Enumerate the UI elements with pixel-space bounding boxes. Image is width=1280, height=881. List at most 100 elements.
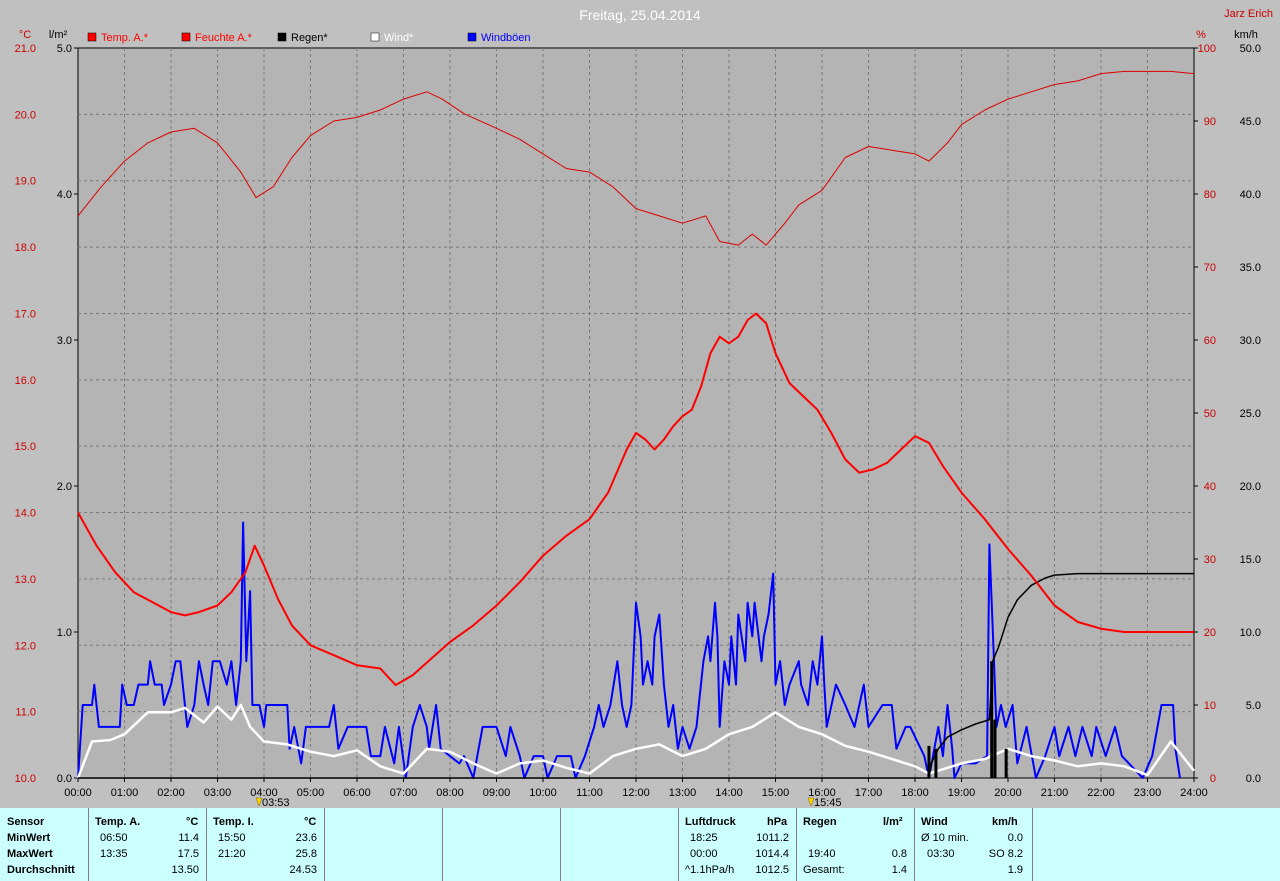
chart-title: Freitag, 25.04.2014 xyxy=(579,7,701,23)
humidity-tick-label: 60 xyxy=(1204,335,1216,347)
x-tick-label: 02:00 xyxy=(157,787,185,799)
legend-swatch xyxy=(467,32,477,42)
x-tick-label: 16:00 xyxy=(808,787,836,799)
temp-tick-label: 10.0 xyxy=(15,773,36,785)
wind-tick-label: 50.0 xyxy=(1240,43,1261,55)
x-tick-label: 22:00 xyxy=(1087,787,1115,799)
temp-tick-label: 20.0 xyxy=(15,109,36,121)
x-tick-label: 06:00 xyxy=(343,787,371,799)
temp-a-header: Temp. A. xyxy=(95,816,141,828)
x-tick-label: 07:00 xyxy=(390,787,418,799)
rain-tick-label: 3.0 xyxy=(57,335,72,347)
legend-swatch xyxy=(181,32,191,42)
x-tick-label: 24:00 xyxy=(1180,787,1208,799)
temp-tick-label: 19.0 xyxy=(15,176,36,188)
wind-tick-label: 35.0 xyxy=(1240,262,1261,274)
humidity-tick-label: 10 xyxy=(1204,700,1216,712)
temp-a-min-time: 06:50 xyxy=(100,832,128,844)
pressure-header: Luftdruck xyxy=(685,816,736,828)
temp-i-max-time: 21:20 xyxy=(218,848,246,860)
sunset-time: 15:45 xyxy=(814,797,842,808)
wind-min-label: Ø 10 min. xyxy=(921,832,969,844)
grid-lines xyxy=(78,48,1194,778)
rain-tick-label: 2.0 xyxy=(57,481,72,493)
pressure-avg-value: 1012.5 xyxy=(755,864,789,876)
temp-unit-label: °C xyxy=(19,29,31,41)
humidity-tick-label: 80 xyxy=(1204,189,1216,201)
temp-axis: 10.0 11.0 12.0 13.0 14.0 15.0 16.0 17.0 18.0 19.0… xyxy=(15,43,36,785)
x-tick-label: 01:00 xyxy=(111,787,139,799)
sunset-marker: 15:45 xyxy=(807,797,842,808)
temp-tick-label: 11.0 xyxy=(15,707,36,719)
rain-tick-label: 4.0 xyxy=(57,189,72,201)
x-tick-label: 15:00 xyxy=(762,787,790,799)
temp-tick-label: 15.0 xyxy=(15,441,36,453)
temp-i-unit: °C xyxy=(304,816,317,828)
rain-total-value: 1.4 xyxy=(891,864,907,876)
statistics-panel: Sensor MinWert MaxWert Durchschnitt Temp… xyxy=(0,808,1280,881)
row-avg-label: Durchschnitt xyxy=(7,864,75,876)
temp-i-header: Temp. I. xyxy=(213,816,254,828)
wind-max-time: 03:30 xyxy=(927,848,955,860)
wind-tick-label: 20.0 xyxy=(1240,481,1261,493)
x-tick-label: 08:00 xyxy=(436,787,464,799)
temp-tick-label: 16.0 xyxy=(15,375,36,387)
series-line-temp-a xyxy=(77,312,1194,687)
legend-swatch xyxy=(370,32,380,42)
sunrise-time: 03:53 xyxy=(262,797,290,808)
x-tick-label: 19:00 xyxy=(948,787,976,799)
sunrise-icon xyxy=(255,797,263,807)
x-tick-label: 04:00 xyxy=(250,787,278,799)
rain-unit: l/m² xyxy=(883,816,903,828)
wind-tick-label: 30.0 xyxy=(1240,335,1261,347)
rain-tick-label: 5.0 xyxy=(57,43,72,55)
temp-tick-label: 17.0 xyxy=(15,308,36,320)
legend-swatch xyxy=(87,32,97,42)
x-tick-label: 10:00 xyxy=(529,787,557,799)
legend-swatch xyxy=(277,32,287,42)
x-tick-label: 13:00 xyxy=(669,787,697,799)
series-line-feuchte-a xyxy=(77,70,1195,246)
legend-label: Feuchte A.* xyxy=(195,32,253,44)
pressure-max-time: 00:00 xyxy=(690,848,718,860)
temp-i-avg-value: 24.53 xyxy=(289,864,317,876)
temp-tick-label: 12.0 xyxy=(15,640,36,652)
sunrise-marker: 03:53 xyxy=(255,797,290,808)
pressure-max-value: 1014.4 xyxy=(755,848,789,860)
x-tick-label: 23:00 xyxy=(1134,787,1162,799)
rain-tick-label: 1.0 xyxy=(57,627,72,639)
x-tick-label: 14:00 xyxy=(715,787,743,799)
humidity-tick-label: 30 xyxy=(1204,554,1216,566)
weather-chart: 10.0 11.0 12.0 13.0 14.0 15.0 16.0 17.0 18.0 19.0… xyxy=(14,7,1273,808)
x-tick-label: 05:00 xyxy=(297,787,325,799)
wind-max-value: SO 8.2 xyxy=(988,848,1023,860)
x-tick-label: 18:00 xyxy=(901,787,929,799)
wind-min-value: 0.0 xyxy=(1007,832,1023,844)
pressure-trend: ^1.1hPa/h xyxy=(685,864,735,876)
wind-unit-label: km/h xyxy=(1234,29,1258,41)
x-tick-label: 11:00 xyxy=(576,787,603,799)
x-tick-label: 21:00 xyxy=(1041,787,1069,799)
wind-header: Wind xyxy=(921,816,948,828)
humidity-tick-label: 100 xyxy=(1198,43,1216,55)
rain-header: Regen xyxy=(803,816,837,828)
sensor-header: Sensor xyxy=(7,816,45,828)
temp-tick-label: 21.0 xyxy=(15,43,36,55)
temp-tick-label: 18.0 xyxy=(15,242,36,254)
temp-a-avg-value: 13.50 xyxy=(171,864,199,876)
rain-axis: 0.0 1.0 2.0 3.0 4.0 5.0 xyxy=(57,43,78,785)
legend-label: Regen* xyxy=(291,32,328,44)
rain-max-value: 0.8 xyxy=(891,848,907,860)
humidity-tick-label: 70 xyxy=(1204,262,1216,274)
wind-axis: 0.0 5.0 10.0 15.0 20.0 25.0 30.0 35.0 40.0 45.0 50… xyxy=(1240,43,1261,785)
temp-a-max-time: 13:35 xyxy=(100,848,128,860)
temp-a-max-value: 17.5 xyxy=(177,848,199,860)
wind-tick-label: 40.0 xyxy=(1240,189,1261,201)
series-group xyxy=(76,70,1195,779)
series-line-regen xyxy=(78,572,1194,779)
humidity-tick-label: 40 xyxy=(1204,481,1216,493)
time-axis: 00:00 01:00 02:00 03:00 04:00 05:00 06:00 07:00… xyxy=(64,778,1208,799)
x-tick-label: 20:00 xyxy=(994,787,1022,799)
legend-label: Windböen xyxy=(481,32,531,44)
temp-a-unit: °C xyxy=(186,816,199,828)
